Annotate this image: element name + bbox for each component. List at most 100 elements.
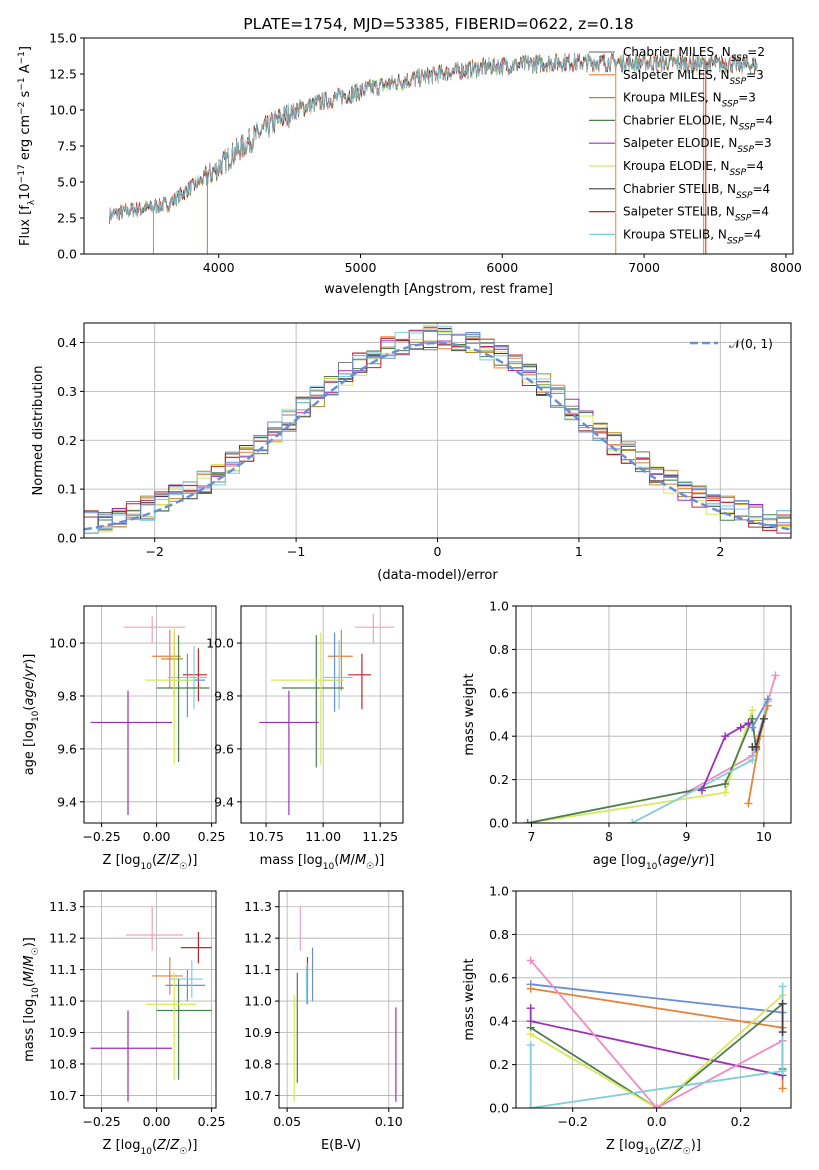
ticks-spectrum: 4000 5000 6000 7000 8000 0.0 2.5 5.0 7.5 10.0 12.5… (49, 31, 802, 276)
grid-residuals (84, 323, 791, 539)
plot-area-mass-weight-vs-Z (526, 956, 787, 1108)
y-tick-label: 0.4 (489, 729, 509, 744)
ticks-age-vs-mass: 10.75 11.00 11.25 9.4 9.6 9.8 10.0 (206, 636, 398, 844)
y-tick-label: 11.1 (49, 962, 77, 977)
x-axis-label: mass [log10(M/M☉)] (260, 853, 385, 872)
ticks-mass-vs-Z: −0.25 0.00 0.25 10.7 10.8 10.9 11.0 11.1 11.2 11.… (49, 899, 225, 1129)
weight-marker (652, 1104, 661, 1108)
grid-age-vs-mass (241, 606, 403, 823)
y-tick-label: 9.8 (57, 688, 77, 703)
weight-marker (526, 1004, 535, 1013)
legend-entry: Chabrier STELIB, NSSP=4 (623, 182, 770, 201)
gaussian-curve (84, 341, 791, 531)
y-tick-label: 15.0 (49, 31, 77, 46)
y-tick-label: 11.3 (244, 899, 272, 914)
legend-entry: Salpeter STELIB, NSSP=4 (623, 205, 769, 224)
y-tick-label: 10.9 (244, 1025, 272, 1040)
y-axis-label: mass weight (462, 958, 477, 1040)
legend-entry: Chabrier MILES, NSSP=2 (623, 45, 765, 64)
chart-title: PLATE=1754, MJD=53385, FIBERID=0622, z=0… (243, 15, 633, 33)
weight-marker (526, 1030, 535, 1039)
weight-marker (778, 999, 787, 1008)
weight-marker (628, 819, 637, 823)
y-tick-label: 0.0 (57, 247, 77, 262)
axes-frame (515, 605, 792, 824)
y-tick-label: 10.0 (49, 636, 77, 651)
x-axis-label: (data-model)/error (377, 568, 498, 583)
ticks-mass-vs-EBV: 0.05 0.10 10.7 10.8 10.9 11.0 11.1 11.2 11.3 (244, 899, 403, 1129)
y-tick-label: 0.2 (489, 772, 509, 787)
x-tick-label: 2 (716, 544, 724, 559)
plot-area-mass-vs-Z (90, 906, 212, 1102)
panel-mass-vs-Z: −0.25 0.00 0.25 10.7 10.8 10.9 11.0 11.1 11.2 11.… (22, 890, 226, 1157)
x-tick-label: 7 (528, 829, 536, 844)
axes-frame (240, 605, 404, 824)
errorbar (348, 653, 372, 710)
weight-marker (526, 1104, 535, 1108)
grid-mass-vs-Z (84, 891, 216, 1108)
y-tick-label: 9.4 (214, 794, 234, 809)
errorbar (259, 690, 319, 816)
errorbar (156, 635, 210, 763)
x-tick-label: 0.0 (647, 1114, 667, 1129)
x-tick-label: 0.10 (375, 1114, 403, 1129)
weight-marker (771, 671, 780, 680)
y-tick-label: 0.2 (57, 433, 77, 448)
panel-residuals: −2 −1 0 1 2 0.0 0.1 0.2 0.3 0.4 (data-model)/error… (31, 322, 792, 583)
plot-area-mass-weight-vs-age (523, 671, 780, 823)
x-tick-label: 0.00 (143, 1114, 171, 1129)
x-tick-label: 7000 (628, 260, 660, 275)
legend-entry: Chabrier ELODIE, NSSP=4 (623, 113, 773, 132)
histogram-step (84, 329, 791, 525)
errorbar (123, 616, 186, 644)
y-tick-label: 0.4 (489, 1014, 509, 1029)
y-tick-label: 11.2 (244, 931, 272, 946)
x-tick-label: 5000 (345, 260, 377, 275)
y-tick-label: 5.0 (57, 175, 77, 190)
y-tick-label: 11.2 (49, 931, 77, 946)
weight-line (530, 959, 784, 1108)
y-tick-label: 10.0 (49, 103, 77, 118)
y-axis-label: mass [log10(M/M☉)] (22, 937, 41, 1062)
panel-mass-weight-vs-age: 7 8 9 10 0.0 0.2 0.4 0.6 0.8 1.0 mass weight age [l… (462, 599, 792, 872)
axes-frame (83, 890, 217, 1109)
x-axis-label: age [log10(age/yr)] (593, 853, 715, 872)
x-tick-label: 11.00 (305, 829, 341, 844)
weight-marker (526, 984, 535, 993)
x-tick-label: 0.05 (273, 1114, 301, 1129)
legend: Chabrier MILES, NSSP=2 Salpeter MILES, NS… (589, 45, 773, 246)
x-axis-label: Z [log10(Z/Z☉)] (606, 1138, 701, 1157)
x-tick-label: 0.25 (198, 829, 226, 844)
y-tick-label: 0.6 (489, 685, 509, 700)
y-tick-label: 12.5 (49, 67, 77, 82)
x-tick-label: 9 (682, 829, 690, 844)
errorbar (167, 653, 205, 718)
y-tick-label: 0.0 (57, 531, 77, 546)
x-tick-label: 1 (575, 544, 583, 559)
errorbar (169, 960, 203, 998)
weight-marker (748, 714, 757, 723)
errorbar (161, 632, 183, 696)
axes-frame (278, 890, 404, 1109)
weight-marker (523, 819, 532, 823)
y-tick-label: 1.0 (489, 599, 509, 614)
grid-mass-vs-EBV (279, 891, 403, 1108)
y-axis-label: age [log10(age/yr)] (22, 654, 41, 776)
weight-marker (778, 1067, 787, 1076)
weight-marker (736, 723, 745, 732)
y-tick-label: 0.1 (57, 482, 77, 497)
legend-entry: Salpeter ELODIE, NSSP=3 (623, 136, 772, 155)
x-tick-label: −0.2 (557, 1114, 587, 1129)
x-tick-label: 10 (756, 829, 772, 844)
y-tick-label: 10.7 (244, 1088, 272, 1103)
x-tick-label: −0.25 (82, 829, 120, 844)
y-tick-label: 9.6 (57, 741, 77, 756)
weight-line (701, 722, 749, 791)
weight-line (631, 701, 769, 823)
y-tick-label: 11.3 (49, 899, 77, 914)
weight-marker (752, 743, 761, 752)
y-tick-label: 0.0 (489, 816, 509, 831)
y-tick-label: 11.0 (244, 994, 272, 1009)
weight-marker (744, 799, 753, 808)
plot-area-spectrum (109, 52, 758, 254)
